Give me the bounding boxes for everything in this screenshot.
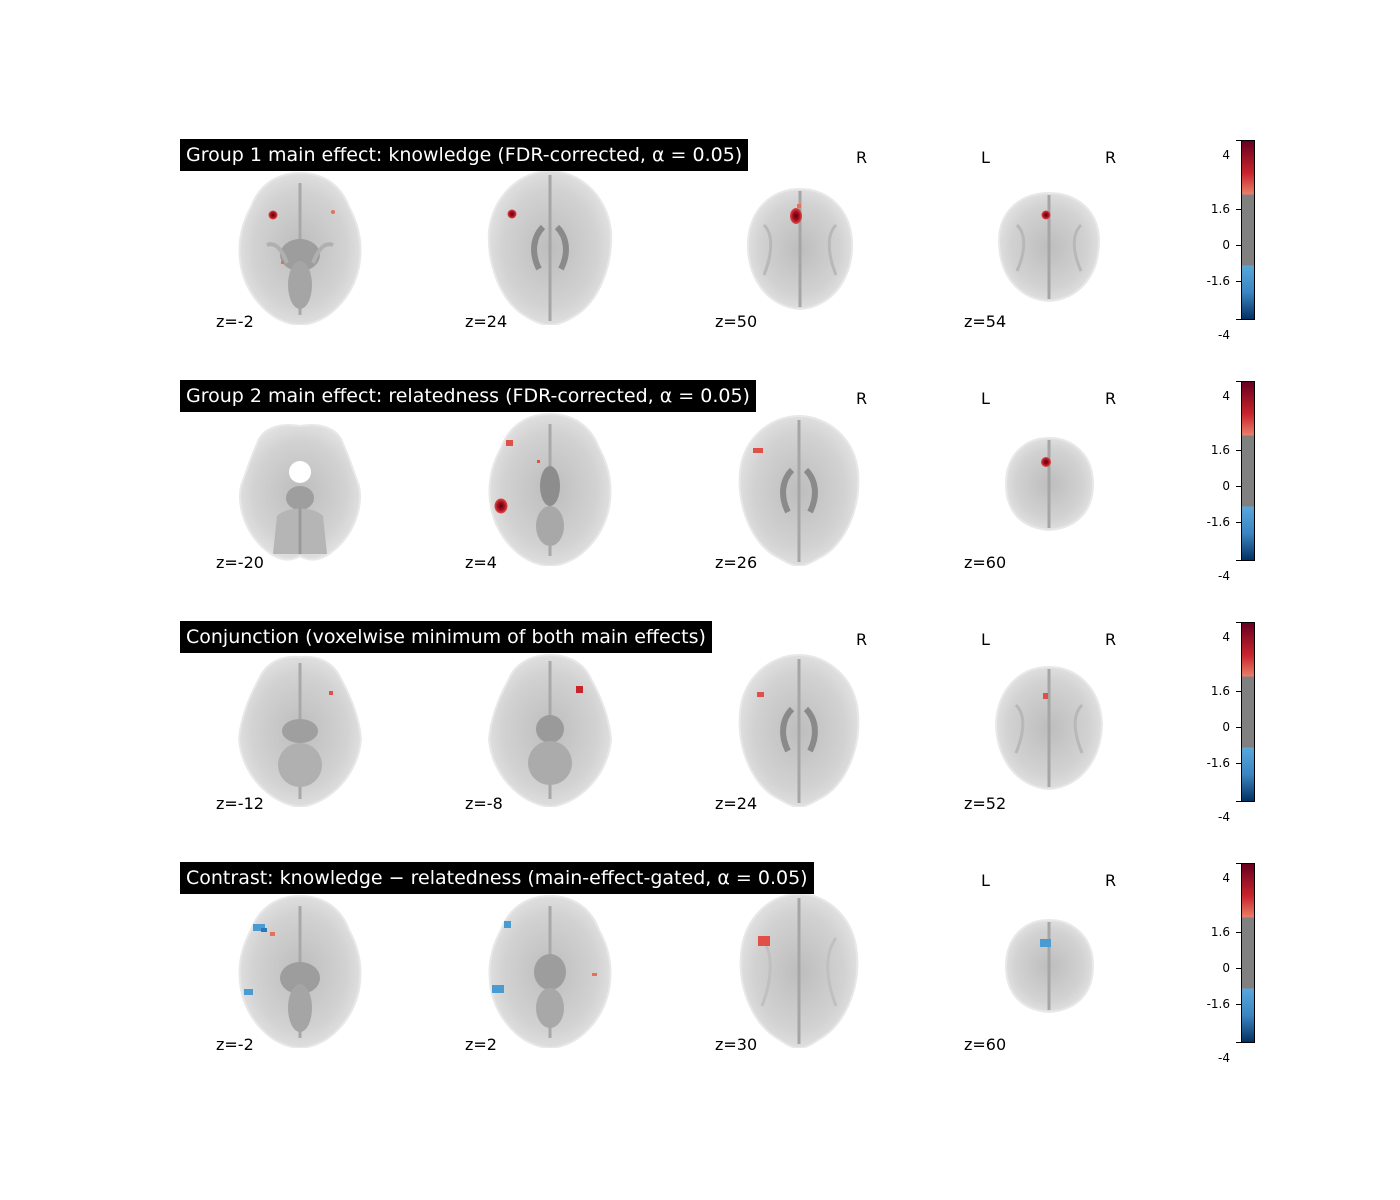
colorbar-bar [1241, 622, 1255, 802]
colorbar-tick: 4 [1222, 630, 1230, 644]
colorbar-tick: 4 [1222, 389, 1230, 403]
row-contrast: Contrast: knowledge − relatedness (main-… [0, 862, 1400, 1065]
row-title: Group 1 main effect: knowledge (FDR-corr… [180, 139, 749, 171]
colorbar-tick: 0 [1222, 479, 1230, 493]
brain-slice-axial [994, 665, 1104, 791]
colorbar-tick: 0 [1222, 238, 1230, 252]
colorbar-tick: -4 [1218, 328, 1230, 342]
slice-z-label: z=30 [715, 1035, 758, 1054]
slice-z-label: z=26 [715, 553, 758, 572]
slice-z-label: z=2 [465, 1035, 497, 1054]
brain-slice-axial [238, 894, 362, 1048]
colorbar-bar [1241, 863, 1255, 1043]
colorbar-tick: -1.6 [1206, 997, 1230, 1011]
colorbar-bar [1241, 381, 1255, 561]
slice-z-label: z=-8 [465, 794, 503, 813]
brain-slice-axial [739, 892, 859, 1048]
colorbar-tick: -4 [1218, 810, 1230, 824]
brain-slice-axial [238, 171, 362, 325]
orientation-label: R [1105, 148, 1117, 167]
slice-z-label: z=4 [465, 553, 497, 572]
brain-slice-axial [237, 655, 363, 807]
colorbar-tick: -4 [1218, 569, 1230, 583]
orientation-label: R [1105, 389, 1117, 408]
slice-z-label: z=50 [715, 312, 758, 331]
brain-slice-axial [997, 191, 1101, 303]
brain-slice-axial [488, 412, 612, 566]
brain-slice-axial [1004, 436, 1095, 532]
orientation-label: L [981, 389, 990, 408]
brain-slice-axial [738, 653, 860, 807]
colorbar-tick: -1.6 [1206, 756, 1230, 770]
colorbar-tick: -1.6 [1206, 274, 1230, 288]
orientation-label: L [981, 148, 990, 167]
slice-z-label: z=-2 [216, 312, 254, 331]
orientation-label: R [1105, 871, 1117, 890]
brain-slice-axial [488, 894, 612, 1048]
colorbar-tick: -4 [1218, 1051, 1230, 1065]
slice-z-label: z=54 [964, 312, 1007, 331]
slice-z-label: z=-12 [216, 794, 264, 813]
orientation-label: L [981, 630, 990, 649]
orientation-label: L [981, 871, 990, 890]
colorbar-tick: 0 [1222, 961, 1230, 975]
slice-z-label: z=24 [715, 794, 758, 813]
brain-slice-axial [1004, 918, 1095, 1014]
brain-slice-axial [738, 414, 860, 566]
brain-slice-axial [487, 653, 613, 807]
colorbar-tick: 0 [1222, 720, 1230, 734]
colorbar-tick: 1.6 [1210, 684, 1230, 698]
slice-z-label: z=24 [465, 312, 508, 331]
orientation-label: R [856, 630, 868, 649]
row-knowledge: Group 1 main effect: knowledge (FDR-corr… [0, 139, 1400, 342]
orientation-label: R [1105, 630, 1117, 649]
row-title: Contrast: knowledge − relatedness (main-… [180, 862, 814, 894]
row-title: Group 2 main effect: relatedness (FDR-co… [180, 380, 756, 412]
slice-z-label: z=-2 [216, 1035, 254, 1054]
slice-z-label: z=60 [964, 1035, 1007, 1054]
colorbar-tick: 4 [1222, 871, 1230, 885]
orientation-label: R [856, 389, 868, 408]
slice-z-label: z=52 [964, 794, 1007, 813]
colorbar-tick: 1.6 [1210, 925, 1230, 939]
row-title: Conjunction (voxelwise minimum of both m… [180, 621, 712, 653]
brain-slice-axial [746, 187, 854, 311]
slice-z-label: z=-20 [216, 553, 264, 572]
colorbar-tick: -1.6 [1206, 515, 1230, 529]
brain-slice-axial [487, 169, 613, 325]
colorbar-tick: 4 [1222, 148, 1230, 162]
orientation-label: R [856, 148, 868, 167]
brain-slice-axial [239, 424, 361, 561]
row-relatedness: Group 2 main effect: relatedness (FDR-co… [0, 380, 1400, 583]
colorbar-tick: 1.6 [1210, 443, 1230, 457]
colorbar-bar [1241, 140, 1255, 320]
row-conjunction: Conjunction (voxelwise minimum of both m… [0, 621, 1400, 824]
colorbar-tick: 1.6 [1210, 202, 1230, 216]
slice-z-label: z=60 [964, 553, 1007, 572]
